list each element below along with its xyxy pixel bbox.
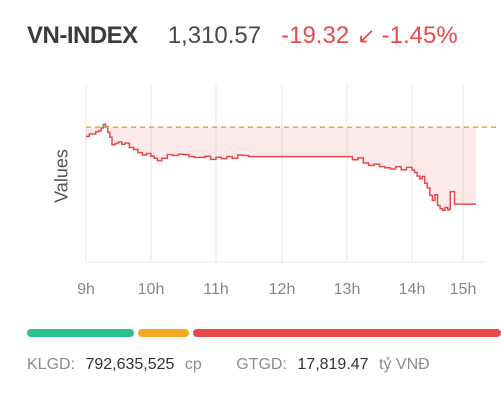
index-symbol: VN-INDEX <box>27 22 138 49</box>
x-tick-label: 14h <box>399 281 426 298</box>
breadth-segment-advancing <box>27 329 135 337</box>
x-tick-label: 9h <box>77 281 95 298</box>
x-tick-label: 15h <box>450 281 477 298</box>
trading-summary: KLGD: 792,635,525 cp GTGD: 17,819.47 tỷ … <box>27 356 501 374</box>
index-header: VN-INDEX 1,310.57 -19.32 ↙ -1.45% <box>27 22 501 58</box>
intraday-chart: 9h 10h 11h 12h 13h 14h 15h <box>77 85 498 298</box>
change-percent: -1.45% <box>381 22 458 49</box>
x-tick-label: 13h <box>334 281 361 298</box>
volume-label: KLGD: <box>27 356 76 373</box>
index-line <box>86 123 476 212</box>
x-tick-label: 11h <box>203 281 229 298</box>
decline-area <box>86 124 476 211</box>
breadth-segment-unchanged <box>138 329 190 337</box>
x-tick-label: 12h <box>269 281 296 298</box>
x-tick-label: 10h <box>138 281 165 298</box>
volume-unit: cp <box>184 356 202 373</box>
arrow-down-left-icon: ↙ <box>357 23 376 48</box>
breadth-segment-declining <box>193 329 501 337</box>
index-price: 1,310.57 <box>167 22 262 49</box>
index-change: -19.32 ↙ -1.45% <box>281 22 458 50</box>
value-label: GTGD: <box>236 356 287 373</box>
value-unit: tỷ VNĐ <box>379 356 430 373</box>
volume-value: 792,635,525 <box>85 356 175 373</box>
value-value: 17,819.47 <box>297 356 369 373</box>
change-points: -19.32 <box>281 22 350 49</box>
